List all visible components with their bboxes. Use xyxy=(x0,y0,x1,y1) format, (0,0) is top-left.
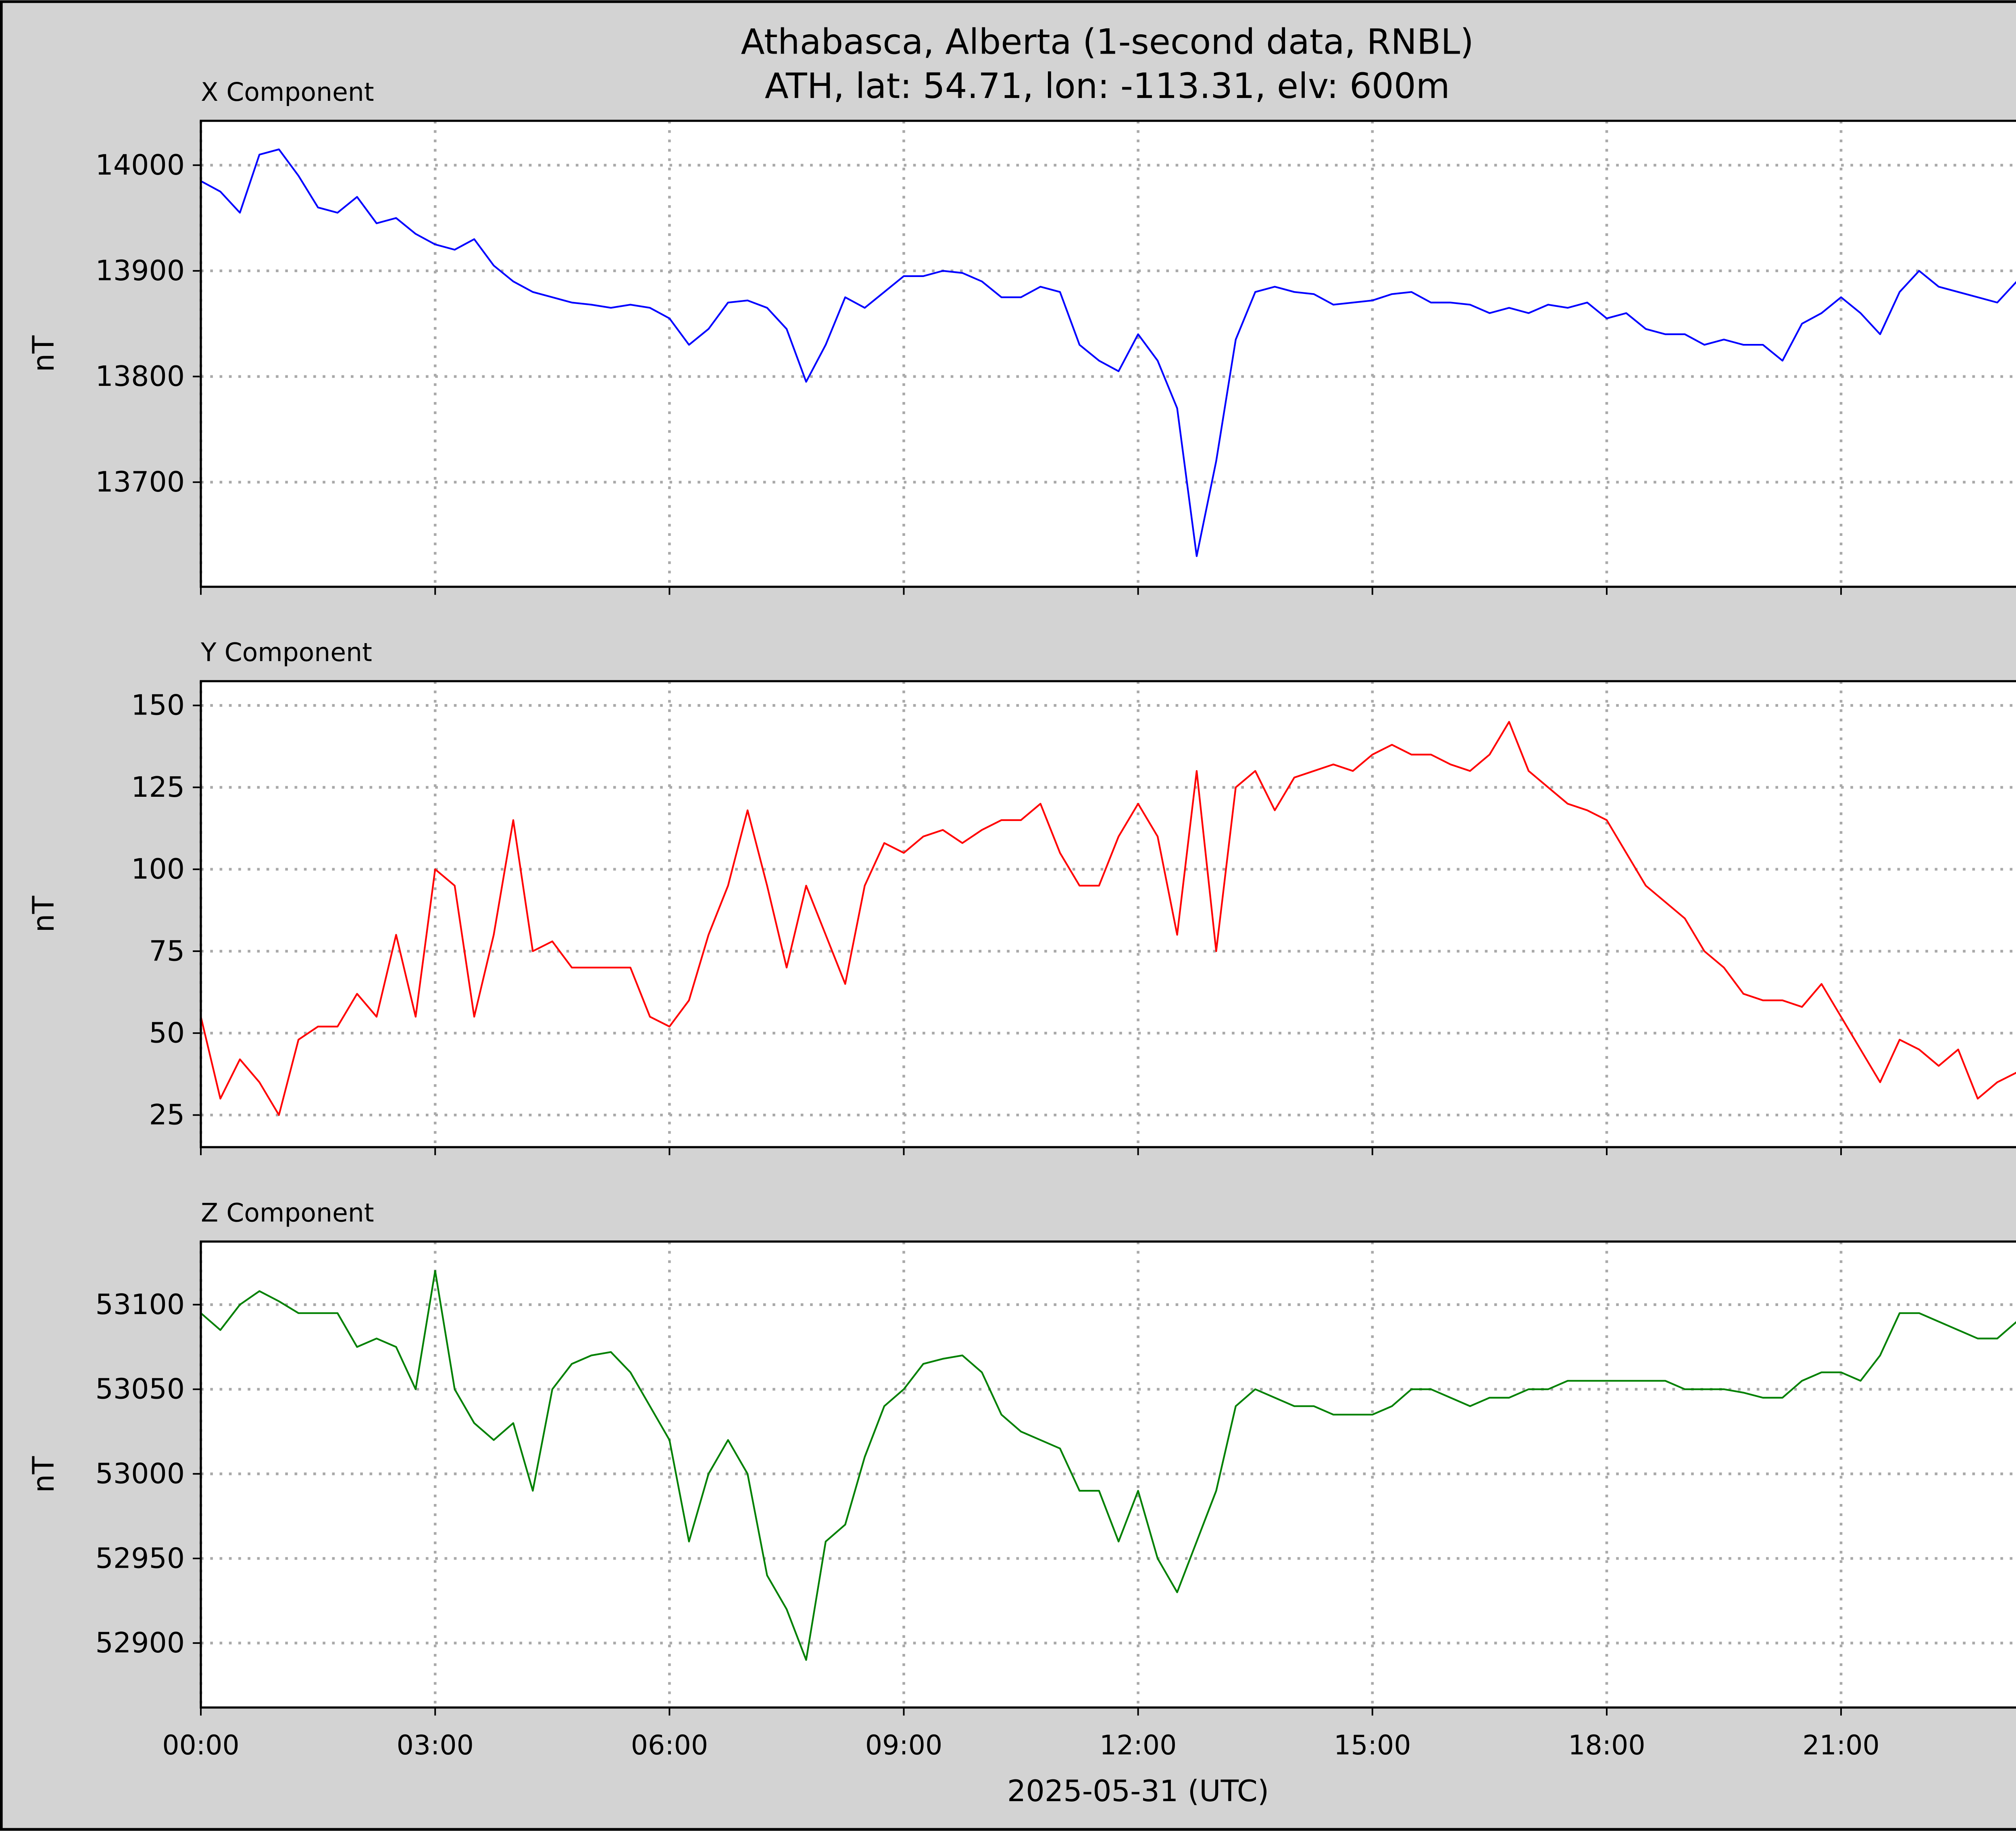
x-tick-label: 09:00 xyxy=(865,1729,942,1761)
x-axis-label: 2025-05-31 (UTC) xyxy=(1007,1774,1269,1808)
y-tick-label: 150 xyxy=(131,689,185,722)
y-tick-label: 13700 xyxy=(95,466,185,498)
figure-subtitle: ATH, lat: 54.71, lon: -113.31, elv: 600m xyxy=(765,66,1450,106)
y-tick-label: 53050 xyxy=(95,1373,185,1406)
y-axis-label: nT xyxy=(27,896,61,932)
y-tick-label: 50 xyxy=(149,1017,185,1049)
panel-title: X Component xyxy=(201,77,374,107)
data-line xyxy=(200,1270,2016,1661)
y-tick-label: 100 xyxy=(131,853,185,885)
y-tick-label: 14000 xyxy=(95,149,185,181)
x-tick-label: 06:00 xyxy=(631,1729,708,1761)
y-tick-label: 13800 xyxy=(95,360,185,393)
x-tick-label: 00:00 xyxy=(162,1729,239,1761)
plot-area xyxy=(201,121,2016,587)
data-line xyxy=(200,721,2016,1116)
x-tick-label: 12:00 xyxy=(1100,1729,1177,1761)
y-tick-label: 53100 xyxy=(95,1288,185,1321)
plot-frame xyxy=(200,1240,2016,1709)
plot-area xyxy=(201,681,2016,1147)
y-tick-label: 13900 xyxy=(95,254,185,287)
x-tick-label: 21:00 xyxy=(1802,1729,1879,1761)
y-axis-label: nT xyxy=(27,1456,61,1493)
y-tick-label: 125 xyxy=(131,771,185,804)
panel-title: Y Component xyxy=(200,637,372,667)
x-tick-label: 18:00 xyxy=(1568,1729,1645,1761)
data-line xyxy=(200,148,2016,557)
x-tick-label: 03:00 xyxy=(397,1729,474,1761)
y-tick-label: 53000 xyxy=(95,1457,185,1490)
y-tick-label: 52900 xyxy=(95,1627,185,1659)
panel-title: Z Component xyxy=(201,1198,374,1227)
x-tick-label: 15:00 xyxy=(1334,1729,1411,1761)
plot-frame xyxy=(200,119,2016,588)
y-tick-label: 25 xyxy=(149,1099,185,1131)
figure-title: Athabasca, Alberta (1-second data, RNBL) xyxy=(741,22,1474,62)
y-tick-label: 75 xyxy=(149,935,185,967)
y-tick-label: 52950 xyxy=(95,1542,185,1575)
y-axis-label: nT xyxy=(27,335,61,372)
plot-frame xyxy=(200,680,2016,1148)
